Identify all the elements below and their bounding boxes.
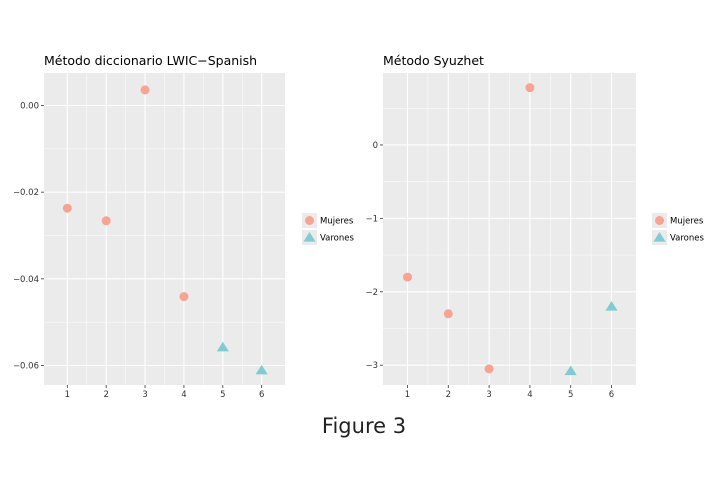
legend: Mujeres Varones (652, 213, 704, 245)
legend-label: Varones (320, 234, 354, 244)
chart-panel-2: Método Syuzhet 1 2 3 4 5 6 0 −1 −2 −3 Mujeres Varone… (365, 53, 704, 400)
data-point-mujeres (140, 85, 150, 95)
x-tick-label: 1 (405, 390, 410, 400)
y-tick-label: −1 (365, 214, 378, 224)
x-tick-label: 2 (446, 390, 451, 400)
x-tick-label: 2 (103, 390, 108, 400)
x-tick-label: 1 (65, 390, 70, 400)
legend-label: Mujeres (320, 217, 354, 227)
legend-symbol-triangle (653, 232, 666, 242)
y-tick-label: −0.04 (13, 275, 39, 285)
legend-symbol-triangle (303, 232, 316, 242)
legend: Mujeres Varones (302, 213, 354, 245)
chart-title: Método diccionario LWIC−Spanish (44, 53, 257, 68)
x-tick-label: 5 (568, 390, 573, 400)
data-point-varones (216, 341, 229, 352)
x-tick-label: 3 (486, 390, 491, 400)
x-tick-label: 5 (220, 390, 225, 400)
x-tick-label: 6 (259, 390, 264, 400)
data-point-mujeres (62, 203, 72, 213)
y-tick-label: 0 (373, 141, 378, 151)
x-tick-label: 4 (527, 390, 532, 400)
data-point-varones (255, 364, 268, 375)
data-point-mujeres (179, 292, 189, 302)
data-point-mujeres (402, 272, 412, 282)
figure-caption: Figure 3 (321, 414, 407, 438)
y-tick-label: 0.00 (20, 102, 39, 112)
data-point-varones (605, 300, 618, 311)
y-tick-label: −3 (365, 361, 378, 371)
y-tick-label: −0.02 (13, 188, 39, 198)
data-point-mujeres (443, 309, 453, 319)
chart-title: Método Syuzhet (383, 53, 484, 68)
legend-label: Varones (670, 234, 704, 244)
legend-symbol-circle (305, 216, 314, 225)
data-point-mujeres (484, 364, 494, 374)
chart-panel-1: Método diccionario LWIC−Spanish 1 2 3 4 5 6 0.0… (13, 53, 355, 400)
x-tick-label: 6 (609, 390, 614, 400)
data-point-mujeres (101, 216, 111, 226)
data-point-mujeres (525, 83, 535, 93)
legend-label: Mujeres (670, 217, 704, 227)
legend-symbol-circle (655, 216, 664, 225)
y-tick-label: −0.06 (13, 362, 39, 372)
data-point-varones (564, 365, 577, 376)
x-tick-label: 4 (181, 390, 186, 400)
y-tick-label: −2 (365, 288, 378, 298)
x-tick-label: 3 (142, 390, 147, 400)
